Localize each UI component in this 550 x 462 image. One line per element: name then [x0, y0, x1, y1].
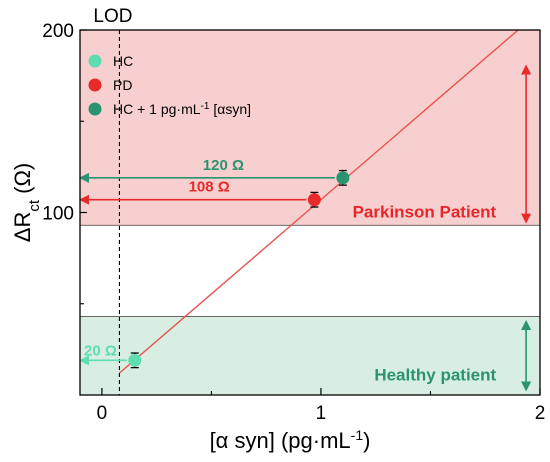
legend-label: HC — [113, 53, 133, 69]
legend-label-main: PD — [113, 77, 132, 93]
data-point — [128, 353, 142, 367]
data-points — [128, 169, 350, 369]
band-labels: Parkinson Patient Healthy patient — [353, 202, 497, 384]
legend-marker — [88, 78, 102, 92]
x-axis-title-sup: -1 — [351, 427, 364, 443]
x-axis-title-suffix: ) — [363, 428, 370, 453]
data-point — [336, 171, 350, 185]
x-axis-title-main: [α syn] (pg·mL — [210, 428, 351, 453]
y-tick-label: 100 — [42, 204, 74, 225]
background-bands — [79, 29, 541, 396]
legend-label-suffix: [αsyn] — [209, 101, 251, 117]
legend-label-sup: -1 — [201, 101, 210, 112]
annotation-label: 120 Ω — [203, 157, 244, 174]
x-tick-label: 2 — [535, 403, 546, 424]
y-axis-title-sub: ct — [26, 199, 43, 212]
x-tick-label: 0 — [97, 403, 108, 424]
y-axis-title: ΔRct (Ω) — [10, 163, 43, 242]
band-label-healthy: Healthy patient — [374, 365, 496, 384]
value-annotations: 120 Ω 108 Ω 20 Ω — [79, 157, 335, 366]
axis-ticks: 0 1 2 100 200 — [42, 21, 545, 424]
legend-marker — [88, 54, 102, 68]
legend-label-main: HC — [113, 53, 133, 69]
legend-label: PD — [113, 77, 132, 93]
legend-label-main: HC + 1 pg·mL — [113, 101, 201, 117]
y-tick-label: 200 — [42, 21, 74, 42]
band-label-parkinson: Parkinson Patient — [353, 202, 497, 221]
data-point — [307, 193, 321, 207]
lod-label: LOD — [93, 6, 132, 27]
lod-group: LOD — [93, 6, 133, 395]
annotation-label: 20 Ω — [84, 342, 117, 359]
y-axis-title-main: ΔR — [10, 212, 35, 243]
legend-label: HC + 1 pg·mL-1 [αsyn] — [113, 101, 251, 118]
annotation-label: 108 Ω — [189, 179, 230, 196]
band-healthy — [79, 316, 541, 396]
band-parkinson — [79, 29, 541, 226]
x-axis-title: [α syn] (pg·mL-1) — [210, 427, 371, 453]
legend-marker — [88, 102, 102, 116]
x-tick-label: 1 — [316, 403, 327, 424]
legend: HC PD HC + 1 pg·mL-1 [αsyn] — [88, 53, 251, 118]
y-axis-title-suffix: (Ω) — [10, 163, 35, 200]
